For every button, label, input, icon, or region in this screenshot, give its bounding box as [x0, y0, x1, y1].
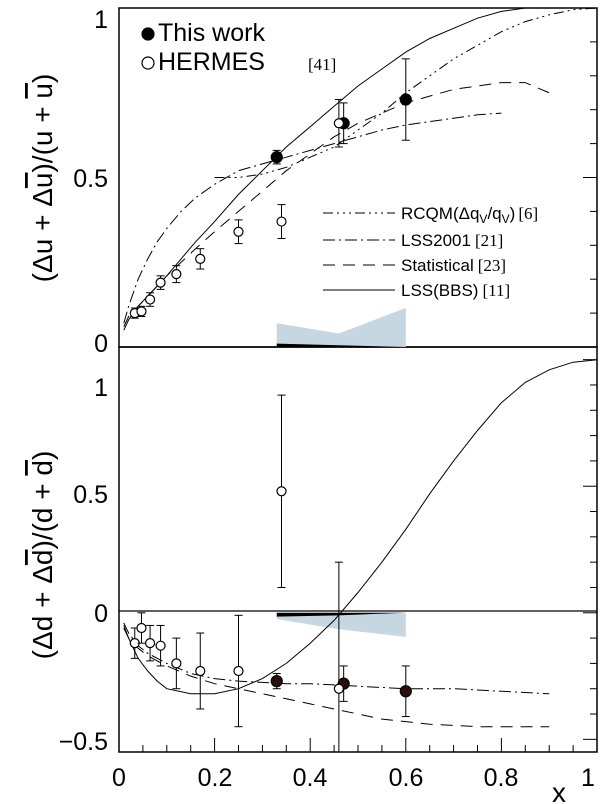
x-tick-label-1: 1 [581, 764, 595, 792]
legend-label-lss-bbs: LSS(BBS) [11] [401, 281, 510, 300]
point-hermes [333, 118, 344, 129]
axis-ticks [118, 7, 598, 752]
point-hermes [276, 216, 287, 227]
top-systematic-band [276, 308, 406, 347]
legend-lines: RCQM(ΔqV/qV) [6] LSS2001 [21] Statistical[… [323, 204, 538, 300]
point-hermes [171, 269, 182, 280]
legend-label-lss2001: LSS2001 [21] [401, 231, 503, 250]
curve-statistical [123, 627, 550, 728]
point-hermes [195, 665, 206, 677]
point-this-work [270, 151, 283, 164]
legend-points: This work HERMES [41] [141, 19, 336, 76]
top-y-tick-label-05: 0.5 [73, 165, 108, 193]
point-this-work [270, 675, 283, 688]
bottom-y-tick-label-0: 0 [94, 600, 108, 628]
bottom-y-tick-label-05: 0.5 [73, 481, 108, 509]
x-tick-label-08: 0.8 [484, 764, 519, 792]
point-hermes [233, 226, 244, 237]
top-y-tick-label-1: 1 [94, 6, 108, 34]
point-this-work [399, 685, 412, 698]
point-hermes [144, 638, 156, 649]
point-hermes [195, 253, 206, 264]
x-tick-label-04: 0.4 [293, 764, 328, 792]
curve-lss2001 [123, 622, 550, 695]
systematic-band-dark [276, 343, 406, 347]
svg-text:(Δu + Δu)/(u + u): (Δu + Δu)/(u + u) [27, 74, 58, 283]
systematic-band-light [276, 612, 406, 637]
curve-lss2001 [123, 112, 502, 324]
x-tick-label-06: 0.6 [389, 764, 424, 792]
bottom-y-tick-label-1: 1 [94, 374, 108, 402]
systematic-band-dark [276, 612, 406, 617]
top-y-tick-label-0: 0 [94, 330, 108, 358]
point-hermes [233, 665, 244, 677]
top-data-points [129, 58, 412, 319]
point-hermes [136, 622, 147, 634]
legend-marker-this-work [141, 27, 155, 41]
legend-label-statistical: Statistical [23] [401, 256, 506, 275]
curve-rcqm [214, 7, 598, 178]
legend-label-rcqm: RCQM(ΔqV/qV) [6] [401, 204, 538, 226]
legend-label-this-work: This work [158, 19, 265, 47]
svg-text:(Δd + Δd)/(d + d): (Δd + Δd)/(d + d) [27, 451, 58, 660]
x-tick-label-02: 0.2 [198, 764, 233, 792]
legend-marker-hermes [141, 56, 155, 70]
point-hermes [155, 277, 166, 288]
x-tick-label-0: 0 [112, 764, 126, 792]
bottom-y-axis-title: (Δd + Δd)/(d + d) [27, 451, 58, 660]
bottom-systematic-band [276, 612, 406, 637]
point-hermes [276, 486, 287, 497]
point-hermes [136, 306, 147, 317]
legend-ref-hermes: [41] [308, 55, 336, 74]
point-hermes [144, 294, 156, 305]
point-this-work [399, 93, 412, 106]
x-axis-title: x [552, 777, 566, 804]
top-y-axis-title: (Δu + Δu)/(u + u) [27, 74, 58, 283]
bottom-panel-frame [118, 346, 598, 753]
point-hermes [171, 658, 182, 669]
bottom-theory-curves [123, 359, 598, 728]
curve-lss-bbs- [123, 359, 598, 695]
point-hermes [333, 683, 344, 694]
legend-label-hermes: HERMES [158, 48, 265, 76]
point-hermes [155, 640, 166, 651]
systematic-band-light [276, 308, 406, 347]
bottom-y-tick-label-neg05: −0.5 [59, 728, 108, 756]
bottom-data-points [129, 394, 412, 752]
